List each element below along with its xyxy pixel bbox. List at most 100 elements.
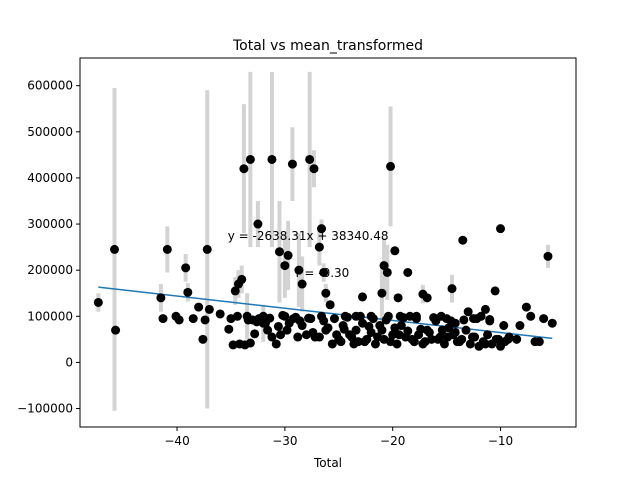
scatter-point-3 — [156, 293, 166, 303]
scatter-point-168 — [407, 334, 417, 344]
scatter-point-175 — [493, 334, 503, 344]
scatter-point-132 — [465, 339, 475, 349]
scatter-point-54 — [422, 293, 432, 303]
scatter-point-172 — [455, 337, 465, 347]
scatter-point-77 — [547, 318, 557, 328]
scatter-point-57 — [447, 284, 457, 294]
scatter-point-166 — [386, 337, 396, 347]
scatter-point-186 — [364, 321, 374, 331]
scatter-point-39 — [325, 300, 335, 310]
scatter-point-14 — [202, 244, 212, 254]
scatter-point-24 — [253, 219, 263, 229]
scatter-point-181 — [260, 318, 270, 328]
scatter-point-88 — [276, 330, 286, 340]
scatter-point-156 — [411, 314, 421, 324]
y-tick-label-1: 0 — [65, 355, 73, 369]
scatter-point-114 — [388, 330, 398, 340]
scatter-point-13 — [200, 315, 210, 325]
scatter-point-71 — [521, 302, 531, 312]
scatter-point-158 — [446, 316, 456, 326]
x-axis-label: Total — [313, 456, 342, 470]
scatter-point-26 — [267, 154, 277, 164]
scatter-point-160 — [472, 314, 482, 324]
scatter-point-171 — [443, 332, 453, 342]
scatter-point-20 — [237, 274, 247, 284]
scatter-point-12 — [198, 334, 208, 344]
scatter-point-23 — [245, 154, 255, 164]
scatter-point-177 — [308, 327, 318, 337]
scatter-point-31 — [294, 265, 304, 275]
scatter-point-176 — [321, 325, 331, 335]
x-axis-ticks: −40 −30 −20 −10 — [164, 427, 513, 448]
scatter-point-190 — [416, 324, 426, 334]
scatter-point-67 — [499, 321, 509, 331]
scatter-point-34 — [309, 164, 319, 174]
scatter-point-157 — [429, 313, 439, 323]
scatter-point-75 — [539, 314, 549, 324]
scatter-point-82 — [250, 329, 260, 339]
scatter-point-185 — [351, 325, 361, 335]
scatter-point-163 — [347, 332, 357, 342]
scatter-point-17 — [224, 324, 234, 334]
scatter-point-4 — [158, 314, 168, 324]
scatter-point-170 — [433, 334, 443, 344]
scatter-point-60 — [463, 307, 473, 317]
scatter-point-191 — [424, 327, 434, 337]
scatter-point-178 — [295, 316, 305, 326]
scatter-point-189 — [403, 326, 413, 336]
scatter-point-100 — [327, 339, 337, 349]
scatter-point-161 — [485, 315, 495, 325]
scatter-point-59 — [458, 235, 468, 245]
trend-line-group — [98, 286, 553, 340]
scatter-point-193 — [450, 327, 460, 337]
scatter-point-0 — [93, 297, 103, 307]
scatter-point-164 — [360, 337, 370, 347]
scatter-point-35 — [314, 242, 324, 252]
scatter-point-27 — [274, 247, 284, 257]
scatter-point-162 — [334, 334, 344, 344]
x-tick-label-1: −30 — [272, 434, 297, 448]
scatter-point-38 — [321, 288, 331, 298]
scatter-point-167 — [394, 330, 404, 340]
scatter-point-29 — [283, 250, 293, 260]
scatter-point-131 — [461, 325, 471, 335]
scatter-point-85 — [263, 325, 273, 335]
scatter-point-44 — [377, 288, 387, 298]
scatter-point-146 — [278, 310, 288, 320]
scatter-point-174 — [480, 339, 490, 349]
scatter-point-92 — [293, 332, 303, 342]
scatter-point-126 — [439, 339, 449, 349]
y-tick-label-0: −100000 — [17, 402, 73, 416]
trend-line — [98, 286, 553, 340]
scatter-point-187 — [377, 325, 387, 335]
scatter-point-141 — [504, 332, 514, 342]
scatter-point-11 — [194, 302, 204, 312]
y-axis-ticks: −100000 0 100000 200000 300000 400000 500000 60… — [17, 79, 80, 416]
scatter-point-1 — [110, 244, 120, 254]
scatter-point-33 — [305, 154, 315, 164]
scatter-point-63 — [480, 304, 490, 314]
scatter-point-184 — [338, 321, 348, 331]
y-tick-label-2: 100000 — [27, 309, 73, 323]
scatter-point-153 — [368, 314, 378, 324]
scatter-point-37 — [319, 267, 329, 277]
scatter-point-36 — [317, 224, 327, 234]
scatter-point-188 — [390, 323, 400, 333]
scatter-point-42 — [358, 292, 368, 302]
scatter-point-155 — [398, 313, 408, 323]
scatter-point-46 — [382, 267, 392, 277]
scatter-point-21 — [239, 164, 249, 174]
scatter-point-150 — [329, 314, 339, 324]
scatter-point-18 — [230, 286, 240, 296]
scatter-point-159 — [459, 315, 469, 325]
scatter-point-65 — [490, 286, 500, 296]
scatter-point-173 — [467, 332, 477, 342]
x-tick-label-0: −40 — [164, 434, 189, 448]
correlation-annotation: r = -0.30 — [296, 266, 350, 280]
scatter-point-8 — [181, 263, 191, 273]
scatter-point-49 — [393, 293, 403, 303]
plot-frame — [79, 57, 577, 428]
x-tick-label-3: −10 — [488, 434, 513, 448]
scatter-point-183 — [243, 315, 253, 325]
scatter-point-47 — [386, 161, 396, 171]
